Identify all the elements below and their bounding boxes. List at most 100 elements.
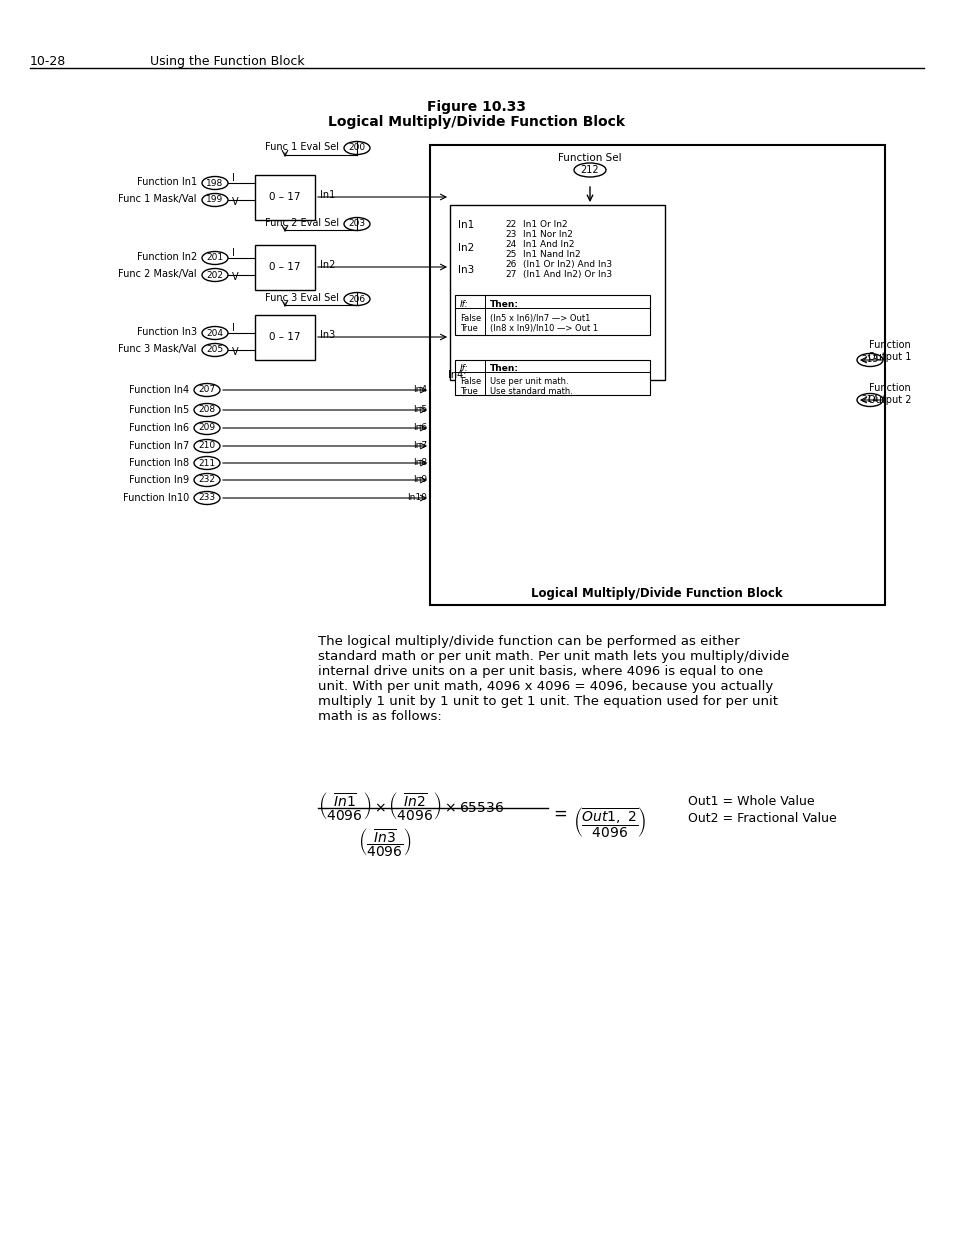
Text: 23: 23 [504, 230, 516, 240]
Text: Function In7: Function In7 [129, 441, 189, 451]
Text: Function
Output 2: Function Output 2 [867, 383, 911, 405]
Text: (In1 Or In2) And In3: (In1 Or In2) And In3 [522, 261, 612, 269]
Ellipse shape [202, 177, 228, 189]
Text: 0 – 17: 0 – 17 [269, 193, 300, 203]
Text: In1 Nand In2: In1 Nand In2 [522, 249, 580, 259]
Ellipse shape [193, 404, 220, 416]
Text: 203: 203 [348, 220, 365, 228]
Text: 213: 213 [861, 356, 878, 364]
Text: In1 Nor In2: In1 Nor In2 [522, 230, 572, 240]
Text: In10: In10 [407, 493, 427, 501]
Text: 26: 26 [504, 261, 516, 269]
Text: In2: In2 [319, 261, 335, 270]
Ellipse shape [344, 217, 370, 231]
FancyBboxPatch shape [450, 205, 664, 380]
Text: V: V [232, 198, 238, 207]
Text: (In1 And In2) Or In3: (In1 And In2) Or In3 [522, 270, 612, 279]
Text: 208: 208 [198, 405, 215, 415]
Text: Func 3 Eval Sel: Func 3 Eval Sel [265, 293, 338, 303]
Text: 204: 204 [206, 329, 223, 337]
Ellipse shape [856, 394, 882, 406]
Text: V: V [232, 272, 238, 282]
Text: 206: 206 [348, 294, 365, 304]
Text: If:: If: [459, 364, 468, 373]
Text: Function In3: Function In3 [136, 327, 196, 337]
Text: In1: In1 [457, 220, 474, 230]
Text: In8: In8 [413, 458, 427, 467]
Text: 22: 22 [504, 220, 516, 228]
FancyBboxPatch shape [254, 245, 314, 290]
Text: 201: 201 [206, 253, 223, 263]
Text: In5: In5 [413, 405, 427, 414]
Text: Function In4: Function In4 [129, 385, 189, 395]
Text: Then:: Then: [490, 364, 518, 373]
Text: Use standard math.: Use standard math. [490, 387, 572, 396]
Text: $\left(\dfrac{\overline{In3}}{4096}\right)$: $\left(\dfrac{\overline{In3}}{4096}\righ… [357, 826, 411, 858]
Text: 233: 233 [198, 494, 215, 503]
Text: False: False [459, 377, 480, 387]
Text: Using the Function Block: Using the Function Block [150, 56, 304, 68]
Text: In1 Or In2: In1 Or In2 [522, 220, 567, 228]
Text: In4:: In4: [448, 370, 466, 380]
Text: 211: 211 [198, 458, 215, 468]
Text: 210: 210 [198, 441, 215, 451]
Text: In2: In2 [457, 243, 474, 253]
Text: (In5 x In6)/In7 —> Out1: (In5 x In6)/In7 —> Out1 [490, 314, 590, 324]
Text: The logical multiply/divide function can be performed as either
standard math or: The logical multiply/divide function can… [317, 635, 788, 722]
Text: 202: 202 [206, 270, 223, 279]
Text: Func 2 Eval Sel: Func 2 Eval Sel [265, 219, 338, 228]
Text: $\left(\dfrac{\overline{In1}}{4096}\right) \times \left(\dfrac{\overline{In2}}{4: $\left(\dfrac{\overline{In1}}{4096}\righ… [317, 790, 504, 823]
Text: 207: 207 [198, 385, 215, 394]
Text: True: True [459, 324, 477, 333]
Text: Func 2 Mask/Val: Func 2 Mask/Val [118, 269, 196, 279]
Text: Function In9: Function In9 [129, 475, 189, 485]
Text: Func 1 Eval Sel: Func 1 Eval Sel [265, 142, 338, 152]
Text: I: I [232, 324, 234, 333]
Text: 232: 232 [198, 475, 215, 484]
Text: Figure 10.33: Figure 10.33 [427, 100, 526, 114]
Text: 27: 27 [504, 270, 516, 279]
Text: Function In6: Function In6 [129, 424, 189, 433]
Ellipse shape [574, 163, 605, 177]
Ellipse shape [193, 421, 220, 435]
Text: Function In5: Function In5 [129, 405, 189, 415]
Text: (In8 x In9)/In10 —> Out 1: (In8 x In9)/In10 —> Out 1 [490, 324, 598, 333]
Text: 200: 200 [348, 143, 365, 152]
Ellipse shape [193, 492, 220, 505]
Ellipse shape [202, 194, 228, 206]
Text: In3: In3 [457, 266, 474, 275]
Text: 0 – 17: 0 – 17 [269, 332, 300, 342]
Text: Logical Multiply/Divide Function Block: Logical Multiply/Divide Function Block [328, 115, 625, 128]
Text: In3: In3 [319, 330, 335, 340]
Text: =: = [553, 805, 566, 823]
Ellipse shape [344, 293, 370, 305]
Text: I: I [232, 248, 234, 258]
Text: Logical Multiply/Divide Function Block: Logical Multiply/Divide Function Block [531, 587, 782, 600]
Ellipse shape [193, 473, 220, 487]
Text: True: True [459, 387, 477, 396]
Text: Then:: Then: [490, 300, 518, 309]
Text: Use per unit math.: Use per unit math. [490, 377, 568, 387]
Text: In6: In6 [413, 424, 427, 432]
Ellipse shape [193, 384, 220, 396]
Text: 24: 24 [504, 240, 516, 249]
Text: 199: 199 [206, 195, 223, 205]
Ellipse shape [193, 440, 220, 452]
Text: 205: 205 [206, 346, 223, 354]
Ellipse shape [202, 326, 228, 340]
Text: Function Sel: Function Sel [558, 153, 621, 163]
Text: Function In10: Function In10 [123, 493, 189, 503]
Text: 25: 25 [504, 249, 516, 259]
Text: Function
Output 1: Function Output 1 [867, 340, 911, 362]
Text: V: V [232, 347, 238, 357]
Text: In4: In4 [413, 385, 427, 394]
Text: I: I [232, 173, 234, 183]
Text: 198: 198 [206, 179, 223, 188]
Ellipse shape [856, 353, 882, 367]
Ellipse shape [344, 142, 370, 154]
Ellipse shape [193, 457, 220, 469]
Text: 209: 209 [198, 424, 215, 432]
FancyBboxPatch shape [455, 359, 649, 395]
Text: Function In2: Function In2 [136, 252, 196, 262]
Text: Function In1: Function In1 [136, 177, 196, 186]
